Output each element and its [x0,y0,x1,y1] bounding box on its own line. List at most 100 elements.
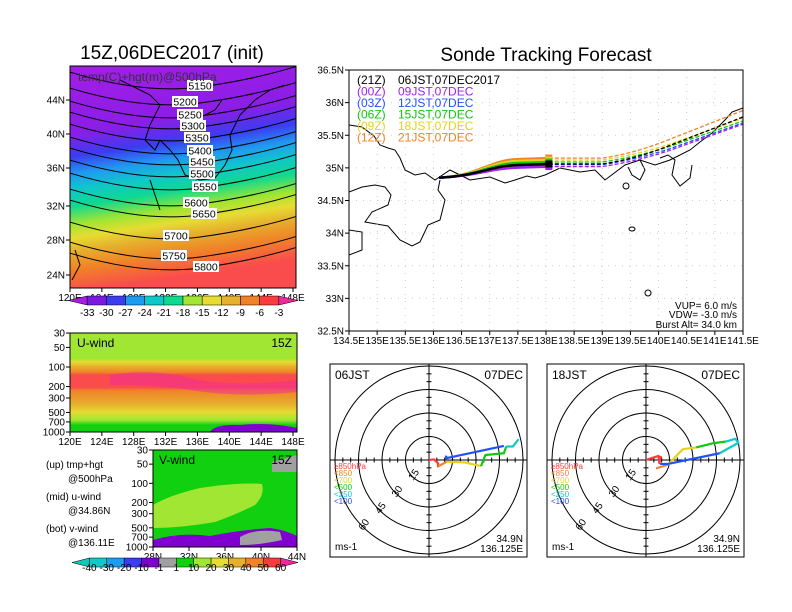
legend-utc: (12Z) [357,131,386,145]
lon-tick-label: 138.5E [558,336,590,347]
hodograph-lat: 34.9N [496,534,523,545]
contour-label-5550: 5550 [192,181,218,194]
contour-label-bg [180,120,206,131]
temperature-colorbar: -33 -30 -27 -24 -21 -18 -15 -12 -9 -6 -3 [67,295,299,319]
colorbar-label: 20 [206,563,218,574]
colorbar-swatch [86,295,107,306]
contour-label: 5400 [188,146,212,158]
lon-tick-label: 134.5E [333,336,365,347]
descent-track-(00Z) [548,123,743,168]
lat-tick-label: 36N [47,164,65,175]
colorbar-label: -10 [134,563,149,574]
descent-track-(21Z) [548,116,743,165]
height-contour [70,235,296,260]
height-contour [70,215,296,240]
desc-mid-lat: @34.86N [68,506,110,517]
contour-label-5300: 5300 [180,120,206,133]
colorbar-label: -30 [99,308,114,319]
height-contour [70,81,296,106]
u-wind-label: U-wind [77,336,114,350]
lat-tick-label: 36.5N [317,66,344,77]
descent-track-(12Z) [548,109,743,159]
contour-label: 5500 [190,169,214,181]
contour-label: 5650 [192,209,216,221]
pressure-legend: <850 [551,469,570,478]
map-subtitle: temp(C)+hgt(m)@500hPa [78,70,217,84]
contour-label-bg [191,208,217,219]
legend-jst: 15JST,07DEC [398,108,474,122]
pressure-tick-label: 50 [137,460,149,471]
hodograph-unit: ms-1 [552,542,575,553]
contour-label-5150: 5150 [187,80,213,93]
lat-tick-label: 44N [288,552,306,563]
lon-tick-label: 139.5E [615,336,647,347]
colorbar-swatch [163,295,184,306]
lon-tick-label: 140E [647,336,671,347]
pressure-tick-label: 1000 [43,428,66,439]
u-wind-easterly-region [210,424,297,432]
hodograph-lon: 136.125E [697,544,740,555]
island [628,226,636,232]
colorbar-swatch [125,295,145,306]
desc-mid: (mid) u-wind [46,492,101,503]
colorbar-swatch [201,295,222,306]
lon-tick-label: 141.5E [727,336,759,347]
pressure-tick-label: 700 [48,417,65,428]
hodograph-trace [667,446,697,466]
pressure-legend: ≥850hPa [551,462,584,471]
contour-label-5800: 5800 [193,261,219,274]
pressure-legend: <700 [551,476,570,485]
u-wind-frame [69,332,298,433]
lon-tick-label: 148E [281,293,305,304]
coastline-honshu [349,107,743,184]
contour-label-bg [189,168,215,179]
colorbar-swatch [221,295,241,306]
hodograph-trace [446,460,482,468]
contour-label: 5700 [164,231,188,243]
colorbar-label: -15 [195,308,210,319]
v-wind-positive-region [153,483,263,528]
u-wind-time: 15Z [271,336,292,350]
lon-tick-label: 138E [534,336,558,347]
contour-label-bg [187,80,213,91]
pressure-tick-label: 500 [48,408,65,419]
colorbar-swatch [182,295,203,306]
pressure-tick-label: 500 [131,523,148,534]
pressure-tick-label: 200 [48,382,65,393]
colorbar-swatch [259,295,280,306]
track-map: (21Z) 06JST,07DEC2017 (00Z) 09JST,07DEC (03Z… [317,66,759,348]
contour-label-5750: 5750 [161,250,187,263]
pressure-legend: <500 [551,483,570,492]
lat-tick-label: 40N [252,552,270,563]
v-wind-label: V-wind [159,453,195,467]
desc-bot-lon: @136.11E [68,538,115,549]
contour-label-5700: 5700 [163,230,189,243]
colorbar-label: -40 [82,563,97,574]
contour-label-bg [187,145,213,156]
lat-tick-label: 36N [216,552,234,563]
pressure-legend: <100 [551,497,570,506]
colorbar-label: -12 [214,308,229,319]
hodograph-date: 07DEC [701,368,740,382]
contour-label-bg [193,261,219,272]
hodograph-trace [655,463,669,470]
lon-tick-label: 132E [154,437,178,448]
colorbar-swatch [144,295,165,306]
panel-description: (up) tmp+hgt @500hPa (mid) u-wind @34.86… [46,460,115,549]
contour-label-bg [183,197,209,208]
contour-label-5650: 5650 [191,208,217,221]
desc-bot: (bot) v-wind [46,524,98,535]
hodograph-trace [695,440,727,449]
legend-jst: 06JST,07DEC2017 [398,73,500,87]
lat-tick-label: 32N [180,552,198,563]
legend-utc: (21Z) [357,73,386,87]
hodograph-unit: ms-1 [335,542,358,553]
contour-label: 5450 [190,157,214,169]
hodograph-lat: 34.9N [713,534,740,545]
pressure-legend: <500 [334,483,353,492]
legend-utc: (06Z) [357,108,386,122]
contour-label-bg [172,96,198,107]
colorbar-label: 50 [258,563,270,574]
